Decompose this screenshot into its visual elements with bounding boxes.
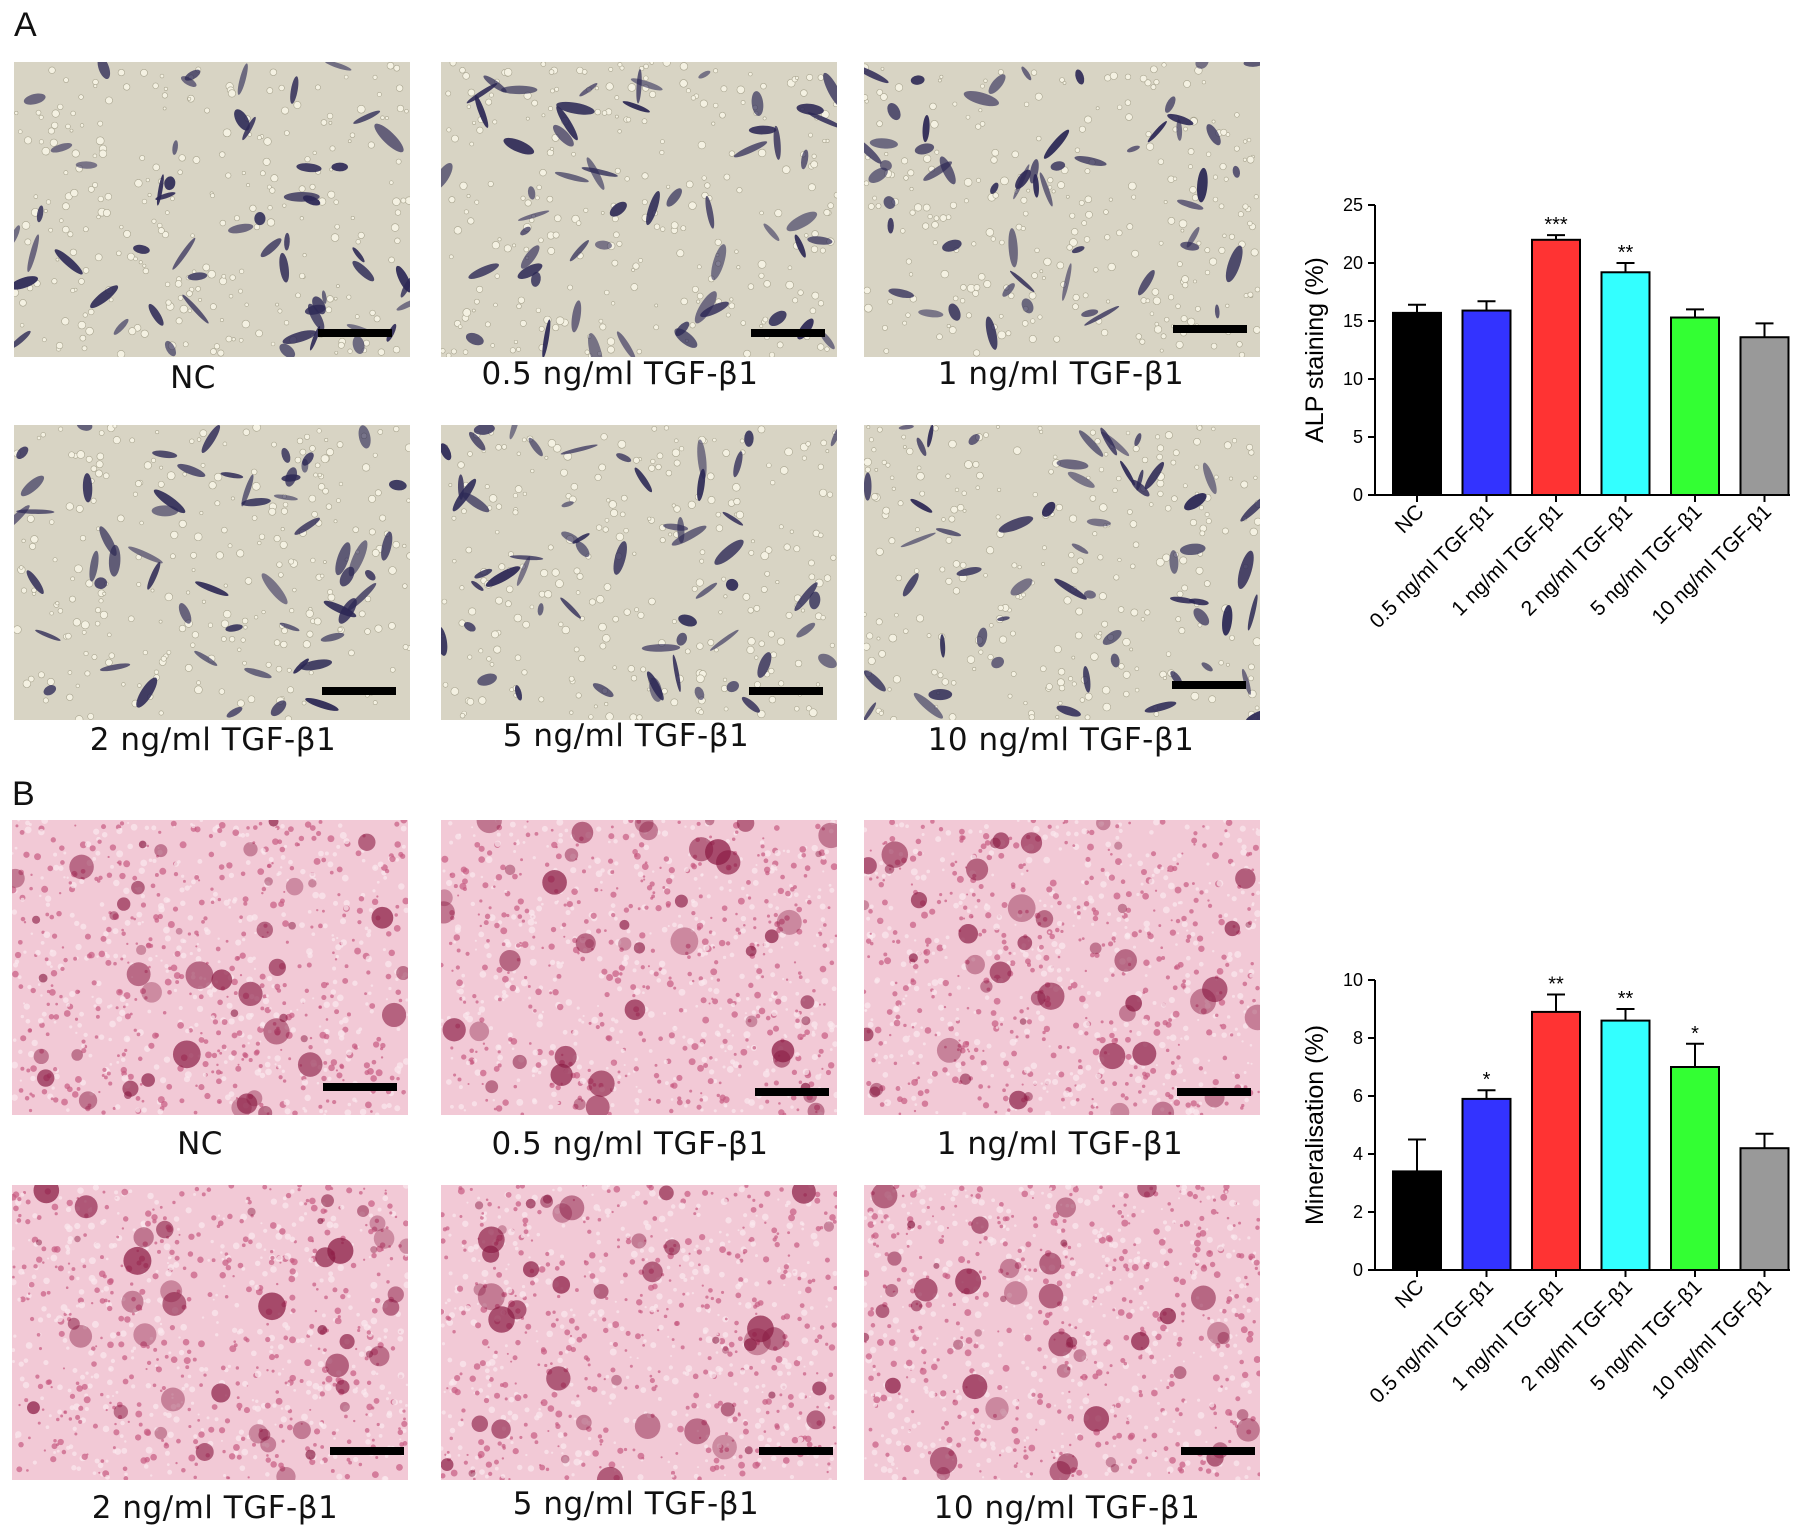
micrograph-a-3 — [864, 62, 1260, 357]
micrograph-b-6 — [864, 1185, 1260, 1480]
y-tick-label: 2 — [1353, 1202, 1363, 1222]
panel-label-a: A — [14, 6, 37, 44]
x-tick-label: NC — [1391, 500, 1429, 538]
significance-label: ** — [1618, 988, 1634, 1010]
y-tick-label: 20 — [1343, 253, 1363, 273]
alp-staining-chart: 0 5 10 15 20 25 ALP staining (%) NC0.5 ng/ml TG… — [1301, 195, 1790, 633]
y-tick-label: 0 — [1353, 1260, 1363, 1280]
bar — [1461, 1097, 1512, 1271]
mineralisation-chart: 0 2 4 6 8 10 Mineralisation (%) NC * 0.5 ng/ml TG… — [1301, 970, 1790, 1408]
bar — [1531, 238, 1581, 496]
bar — [1392, 311, 1442, 496]
y-tick-label: 10 — [1343, 970, 1363, 990]
bar — [1600, 1019, 1651, 1271]
micrograph-a-2 — [441, 62, 837, 357]
caption-b-2: 0.5 ng/ml TGF-β1 — [491, 1126, 769, 1162]
micrograph-b-1 — [12, 820, 408, 1115]
caption-a-2: 0.5 ng/ml TGF-β1 — [481, 356, 759, 392]
y-tick-label: 0 — [1353, 485, 1363, 505]
micrograph-b-5 — [441, 1185, 837, 1480]
y-tick-label: 15 — [1343, 311, 1363, 331]
micrograph-a-4 — [14, 425, 410, 720]
bar — [1739, 336, 1790, 496]
caption-b-3: 1 ng/ml TGF-β1 — [936, 1126, 1184, 1162]
bar — [1392, 1170, 1442, 1271]
micrograph-b-3 — [864, 820, 1260, 1115]
caption-b-6: 10 ng/ml TGF-β1 — [933, 1490, 1201, 1526]
caption-a-1: NC — [170, 360, 216, 396]
scale-bar-b-3 — [1177, 1088, 1251, 1096]
micrograph-a-6 — [864, 425, 1260, 720]
micrograph-a-5 — [441, 425, 837, 720]
caption-a-4: 2 ng/ml TGF-β1 — [89, 722, 337, 758]
bar — [1461, 309, 1512, 496]
bar — [1739, 1147, 1790, 1271]
x-tick-label: 10 ng/ml TGF-β1 — [1648, 1275, 1777, 1404]
micrograph-b-2 — [441, 820, 837, 1115]
scale-bar-a-3 — [1173, 325, 1247, 333]
caption-a-3: 1 ng/ml TGF-β1 — [937, 356, 1185, 392]
scale-bar-a-4 — [322, 687, 396, 695]
scale-bar-b-2 — [755, 1088, 829, 1096]
caption-a-6: 10 ng/ml TGF-β1 — [927, 722, 1195, 758]
significance-label: * — [1483, 1069, 1491, 1091]
scale-bar-b-6 — [1181, 1447, 1255, 1455]
panel-label-b: B — [12, 775, 35, 813]
y-axis-label: ALP staining (%) — [1301, 257, 1329, 443]
scale-bar-b-4 — [330, 1447, 404, 1455]
caption-a-5: 5 ng/ml TGF-β1 — [502, 718, 750, 754]
y-tick-label: 25 — [1343, 195, 1363, 215]
bar — [1670, 1066, 1720, 1271]
scale-bar-a-2 — [751, 329, 825, 337]
scale-bar-b-5 — [759, 1447, 833, 1455]
y-tick-label: 8 — [1353, 1028, 1363, 1048]
bar — [1600, 271, 1651, 496]
significance-label: ** — [1548, 974, 1564, 996]
scale-bar-b-1 — [323, 1083, 397, 1091]
y-axis-label: Mineralisation (%) — [1301, 1025, 1329, 1225]
scale-bar-a-1 — [318, 329, 392, 337]
caption-b-4: 2 ng/ml TGF-β1 — [91, 1490, 339, 1526]
micrograph-b-4 — [12, 1185, 408, 1480]
bar — [1670, 316, 1720, 496]
significance-label: ** — [1618, 242, 1634, 264]
caption-b-5: 5 ng/ml TGF-β1 — [512, 1486, 760, 1522]
micrograph-a-1 — [14, 62, 410, 357]
y-tick-label: 6 — [1353, 1086, 1363, 1106]
y-tick-label: 10 — [1343, 369, 1363, 389]
scale-bar-a-5 — [749, 687, 823, 695]
caption-b-1: NC — [177, 1126, 223, 1162]
y-tick-label: 4 — [1353, 1144, 1363, 1164]
x-tick-label: 0.5 ng/ml TGF-β1 — [1365, 500, 1498, 633]
significance-label: * — [1691, 1023, 1699, 1045]
x-tick-label: NC — [1391, 1275, 1429, 1313]
significance-label: *** — [1544, 214, 1568, 236]
scale-bar-a-6 — [1172, 681, 1246, 689]
x-tick-label: 10 ng/ml TGF-β1 — [1648, 500, 1777, 629]
x-tick-label: 0.5 ng/ml TGF-β1 — [1365, 1275, 1498, 1408]
bar — [1531, 1010, 1581, 1272]
y-tick-label: 5 — [1353, 427, 1363, 447]
